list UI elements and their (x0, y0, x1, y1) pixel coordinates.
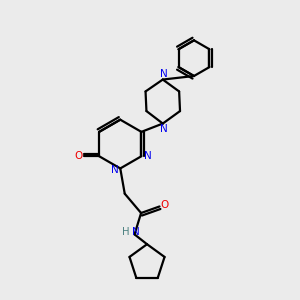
Text: H: H (122, 227, 130, 237)
Text: N: N (144, 151, 152, 161)
Text: N: N (160, 69, 168, 79)
Text: N: N (111, 165, 119, 175)
Text: O: O (161, 200, 169, 210)
Text: O: O (74, 151, 82, 161)
Text: N: N (132, 227, 139, 237)
Text: N: N (160, 124, 168, 134)
